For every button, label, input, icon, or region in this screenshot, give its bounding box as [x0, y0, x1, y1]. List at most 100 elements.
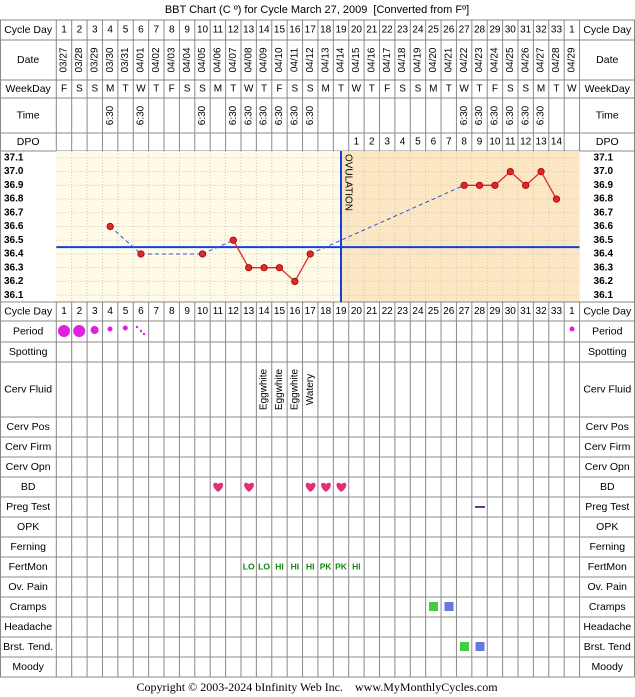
y-tick-label-right: 36.9 [594, 180, 614, 191]
y-tick-label-right: 36.2 [594, 276, 614, 287]
temperature-point [106, 222, 114, 231]
weekday: F [276, 84, 282, 95]
fertmon: PK [320, 561, 333, 571]
cycle-day: 9 [184, 25, 190, 36]
cycle-day: 7 [154, 306, 160, 317]
dpo: 9 [477, 137, 483, 148]
dates: 04/15 [351, 47, 362, 72]
cycle-day: 21 [366, 306, 378, 317]
temperature-point [537, 167, 545, 176]
cycle-day: 16 [289, 306, 301, 317]
period-spotting [142, 332, 146, 336]
times: 6:30 [289, 105, 300, 125]
row-label: Cerv Opn [6, 461, 51, 473]
cycle-day: 18 [320, 306, 332, 317]
fertmon: PK [335, 561, 348, 571]
cycle-day: 22 [382, 25, 394, 36]
weekday: S [184, 84, 191, 95]
weekday: S [507, 84, 514, 95]
dates: 04/03 [166, 47, 177, 72]
dates: 04/16 [366, 47, 377, 72]
times: 6:30 [105, 105, 116, 125]
cycle-day: 33 [551, 306, 563, 317]
row-label: OPK [17, 521, 39, 533]
dates: 03/29 [89, 47, 100, 72]
times: 6:30 [274, 105, 285, 125]
row-label-right: WeekDay [585, 83, 631, 95]
cycle-day: 25 [428, 25, 440, 36]
y-tick-label-right: 37.0 [594, 166, 614, 177]
row-label-right: Headache [583, 621, 631, 633]
dates: 04/09 [259, 47, 270, 72]
temperature-point [552, 195, 561, 203]
row-label: Cerv Pos [7, 421, 50, 433]
dpo: 13 [536, 137, 548, 148]
weekday: F [384, 84, 390, 95]
fertmon: HI [291, 561, 300, 571]
dates: 04/11 [289, 47, 300, 72]
weekday: T [338, 84, 344, 95]
row-label: WeekDay [5, 83, 51, 95]
temperature-point [245, 264, 253, 272]
temperature-point [491, 181, 499, 189]
dates: 04/06 [213, 47, 224, 72]
brst-tend-mark [460, 642, 469, 651]
dpo: 10 [489, 137, 501, 148]
dpo: 5 [415, 137, 421, 148]
cycle-day: 17 [305, 25, 317, 36]
icons [58, 325, 575, 651]
times: 6:30 [259, 105, 270, 125]
row-label-right: Moody [592, 661, 624, 673]
y-tick-label: 36.4 [4, 249, 24, 260]
row-label: FertMon [9, 561, 48, 573]
y-tick-label: 36.8 [4, 194, 24, 205]
cycle-day: 10 [197, 306, 209, 317]
temperature-point [198, 250, 207, 258]
row-label: Headache [4, 621, 52, 633]
weekday: S [91, 84, 98, 95]
fertmon: LO [243, 561, 255, 571]
cycle-day: 8 [169, 306, 175, 317]
row-label-right: DPO [596, 136, 619, 148]
weekday: M [214, 84, 222, 95]
cycle-day: 31 [520, 25, 532, 36]
temperature-point [229, 236, 237, 244]
period-light [107, 326, 113, 332]
temperature-point [522, 181, 530, 189]
temperature-point [291, 277, 299, 286]
row-label-right: Brst. Tend [584, 641, 631, 653]
fertmon: LO [258, 561, 270, 571]
gap-connector [202, 239, 234, 255]
y-tick-label: 36.2 [4, 276, 24, 287]
weekday: S [415, 84, 422, 95]
temperature-point [306, 250, 314, 258]
row-label: BD [21, 481, 36, 493]
row-label-right: Cycle Day [583, 305, 632, 317]
cycle-day: 14 [259, 306, 271, 317]
temperature-point [275, 264, 284, 272]
y-tick-label-right: 36.6 [594, 221, 614, 232]
weekday: S [76, 84, 83, 95]
cycle-day: 26 [443, 25, 455, 36]
period-spotting [139, 329, 143, 333]
cycle-day: 2 [77, 25, 83, 36]
cramps-mark [444, 602, 454, 611]
temperature-point [137, 250, 145, 258]
row-label-right: Preg Test [585, 501, 629, 513]
dates: 04/12 [305, 47, 316, 72]
row-label-right: Ferning [589, 541, 625, 553]
cycle-day: 8 [169, 25, 175, 36]
dpo: 11 [505, 137, 516, 148]
row-label: Moody [12, 661, 44, 673]
cycle-day: 22 [382, 306, 394, 317]
dates: 04/27 [536, 47, 547, 72]
times: 6:30 [536, 105, 547, 125]
cycle-day: 6 [138, 25, 144, 36]
fertmon: HI [306, 561, 315, 571]
row-label-right: Cycle Day [583, 24, 632, 36]
y-tick-label: 36.1 [4, 290, 24, 301]
temperature-point [506, 167, 514, 176]
y-tick-label: 36.3 [4, 262, 24, 273]
y-tick-label: 36.9 [4, 180, 24, 191]
weekday: T [123, 84, 129, 95]
